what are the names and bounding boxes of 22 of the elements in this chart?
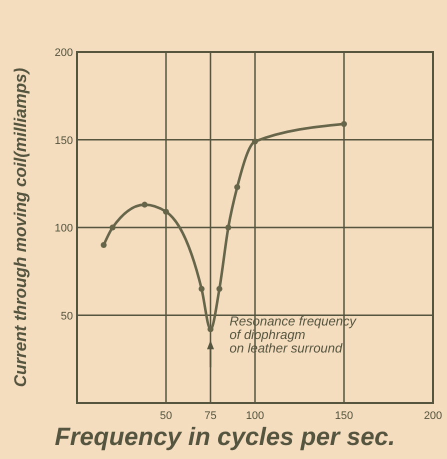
point	[341, 120, 347, 127]
y-tick-label: 50	[60, 310, 73, 322]
point	[216, 286, 222, 292]
x-tick-label: 200	[424, 410, 442, 422]
x-tick-label: 150	[334, 410, 354, 422]
y-tick-label: 150	[54, 134, 73, 147]
point	[252, 138, 258, 145]
point	[100, 242, 107, 248]
x-axis-title: Frequency in cycles per sec.	[54, 423, 396, 451]
point	[142, 202, 148, 208]
y-axis-title: Current through moving coil(milliamps)	[11, 68, 30, 388]
y-tick-label: 200	[54, 47, 73, 59]
x-tick-label: 100	[246, 410, 264, 422]
point	[163, 208, 169, 215]
point	[234, 184, 240, 190]
point	[225, 224, 232, 230]
y-tick-label: 100	[54, 222, 73, 234]
point	[198, 286, 205, 292]
x-tick-label: 75	[204, 410, 217, 422]
x-tick-label: 50	[160, 410, 172, 422]
point	[110, 224, 116, 230]
point	[208, 326, 214, 332]
